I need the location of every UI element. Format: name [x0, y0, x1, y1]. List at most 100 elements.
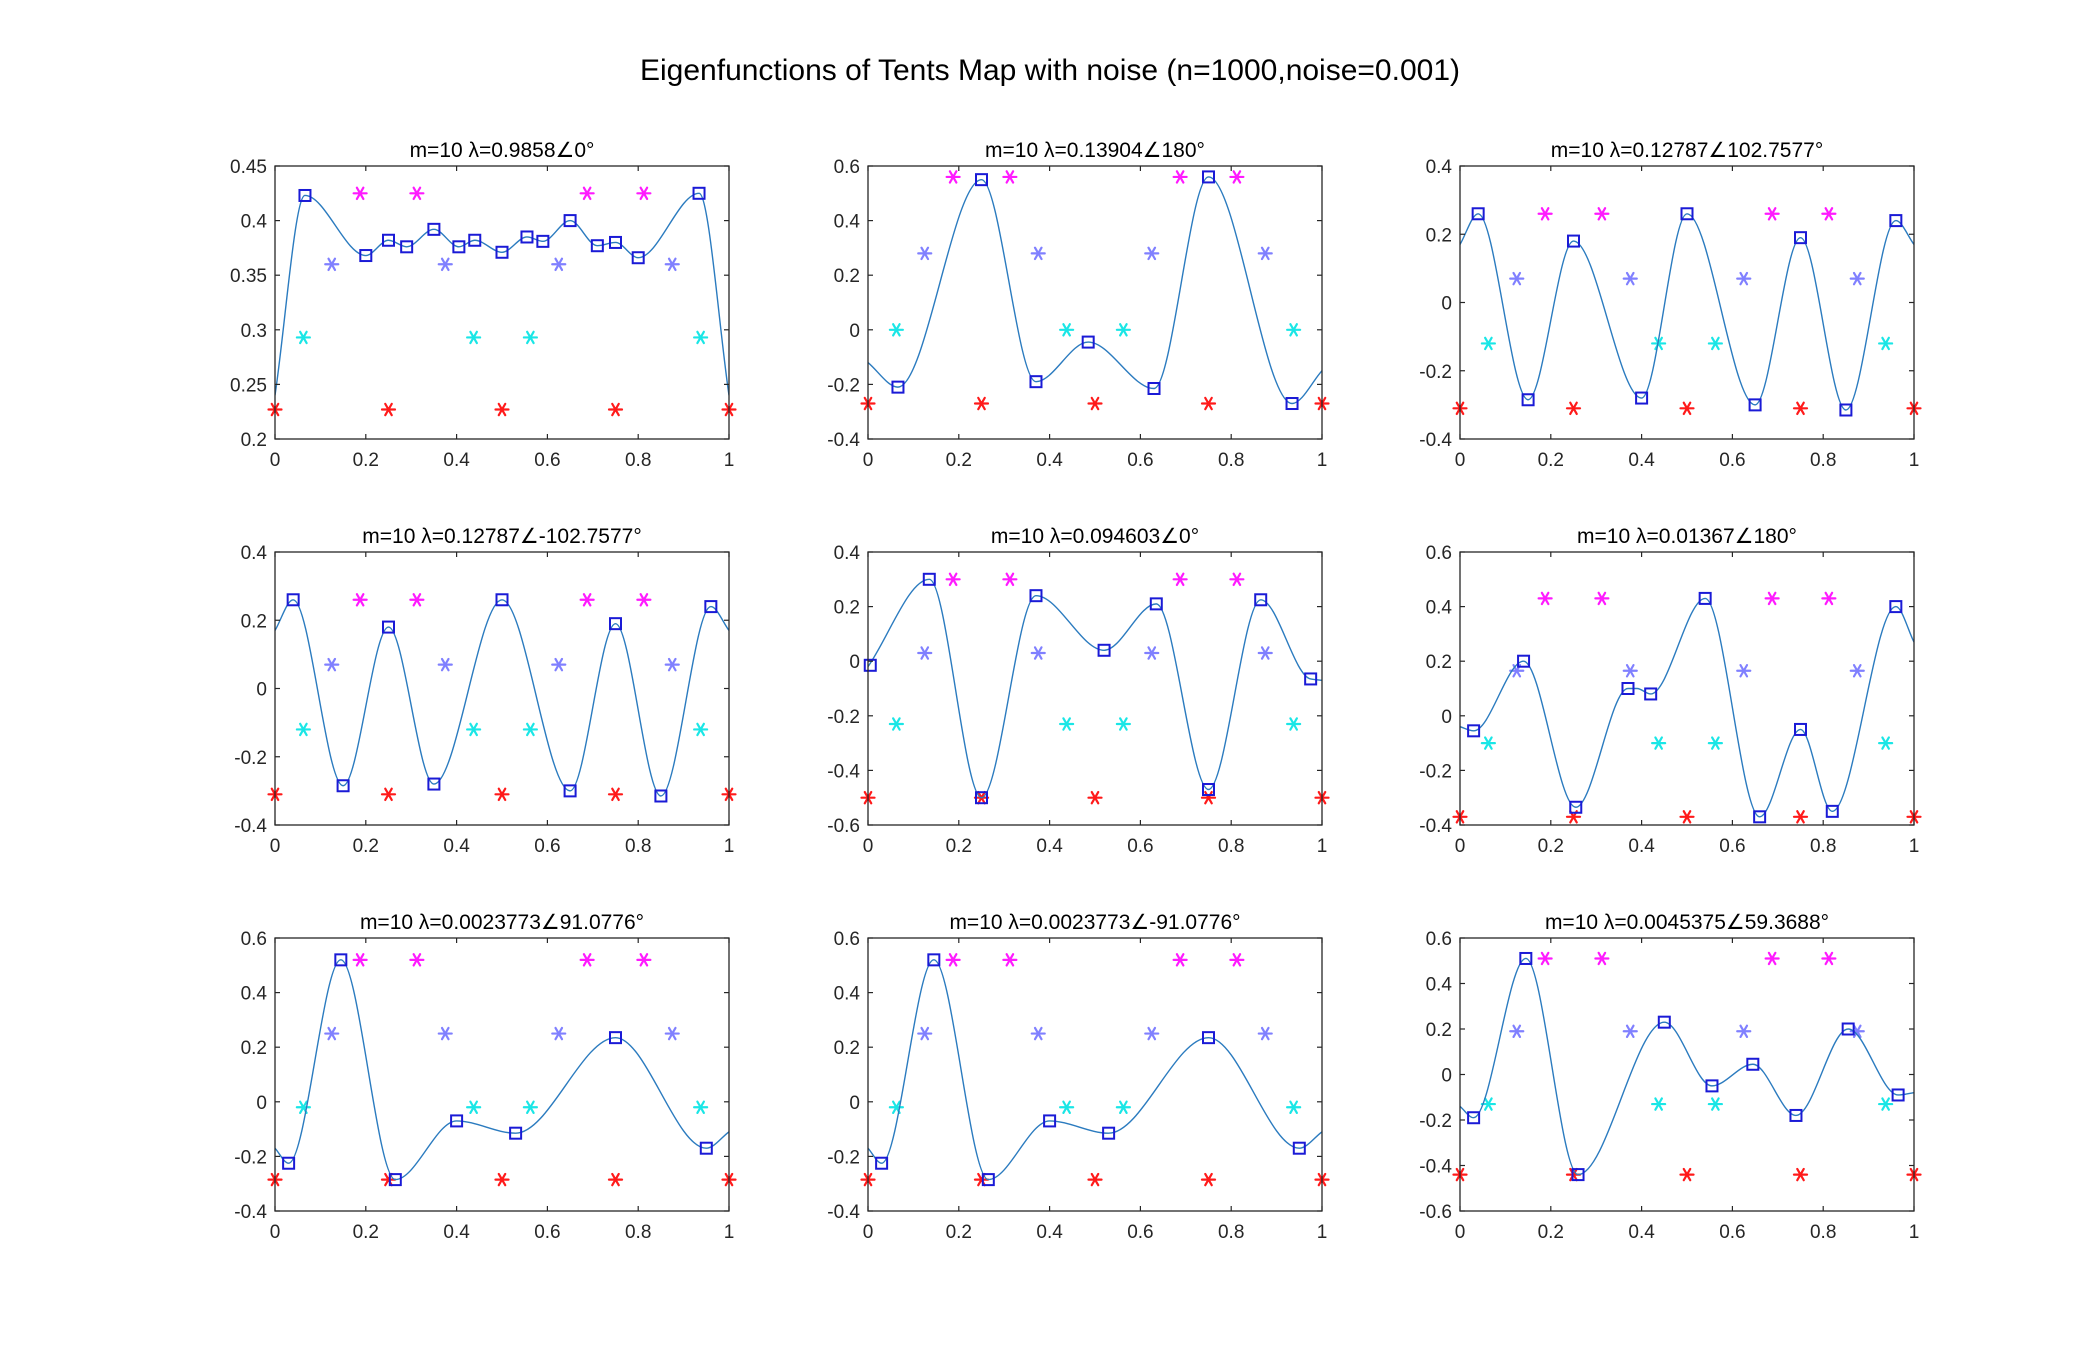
axes-box: [867, 165, 1323, 440]
marker-cyan-2-stroke-3: [1654, 736, 1663, 750]
marker-periwinkle-3: [551, 257, 567, 272]
x-tick-label: 1: [724, 836, 735, 857]
x-tick-label: 1: [1909, 450, 1920, 471]
y-tick-label: 0: [1441, 294, 1452, 315]
marker-periwinkle-2: [437, 257, 453, 272]
square-point-12: [590, 239, 604, 253]
marker-cyan-2-stroke-3: [469, 722, 478, 737]
square-point-10: [536, 234, 550, 248]
marker-cyan-2: [1059, 717, 1075, 731]
marker-cyan-1: [1480, 736, 1496, 750]
marker-periwinkle-3: [1144, 1026, 1160, 1041]
marker-magenta-3: [1172, 572, 1188, 587]
marker-periwinkle-3: [1736, 664, 1752, 678]
marker-periwinkle-4-stroke-3: [1260, 1026, 1270, 1041]
subplot-title: m=10 λ=0.0023773∠91.0776°: [360, 911, 644, 934]
x-tick-label: 0.8: [1218, 836, 1244, 857]
marker-red-3: [1087, 396, 1103, 411]
marker-magenta-4-stroke-3: [639, 593, 649, 607]
square-point-5: [1680, 207, 1694, 221]
marker-cyan-1-stroke-3: [892, 1100, 901, 1114]
marker-red-3-stroke-3: [497, 787, 507, 802]
marker-magenta-1: [945, 953, 961, 967]
x-tick-label: 0.4: [1036, 836, 1063, 857]
marker-magenta-3-stroke-3: [582, 593, 592, 607]
axes-box: [274, 165, 730, 440]
marker-magenta-2: [1002, 953, 1018, 967]
square-point-7: [1753, 810, 1767, 824]
x-tick-label: 0.6: [1719, 836, 1745, 857]
x-tick-label: 0.6: [534, 1222, 560, 1243]
y-tick-label: 0.4: [834, 984, 861, 1005]
subplot-3: 0 0.2 0.4 0.6 0.8 1 -0.4 -0.2 0 0.2 0.4 m=10 λ=0.12…: [1419, 139, 1922, 471]
marker-cyan-2: [466, 722, 482, 737]
square-point-9: [704, 600, 718, 614]
square-point-5: [509, 1126, 523, 1140]
square-point-9: [1891, 1088, 1905, 1102]
y-tick-label: 0.4: [241, 543, 268, 564]
square-point-9: [1825, 804, 1839, 818]
y-tick-label: 0.2: [1426, 225, 1452, 246]
marker-periwinkle-1-stroke-3: [920, 1026, 930, 1041]
marker-cyan-3-stroke-3: [1711, 736, 1720, 750]
marker-periwinkle-3-stroke-3: [1739, 1024, 1749, 1039]
eigenfunction-curve: [1460, 597, 1914, 818]
x-tick-label: 0.8: [1810, 836, 1836, 857]
square-point-7: [1285, 397, 1299, 411]
marker-cyan-4: [1286, 1100, 1302, 1114]
marker-red-3: [1087, 1172, 1103, 1187]
marker-cyan-1-stroke-3: [1484, 1097, 1493, 1111]
marker-red-4-stroke-3: [1796, 401, 1805, 416]
y-tick-label: -0.2: [827, 375, 860, 396]
marker-cyan-4-stroke-3: [1881, 736, 1890, 750]
marker-magenta-1-stroke-3: [948, 953, 958, 967]
marker-periwinkle-1-stroke-3: [327, 257, 337, 272]
marker-periwinkle-2: [1622, 1024, 1638, 1039]
marker-cyan-4-stroke-3: [1289, 323, 1298, 337]
marker-red-3: [1679, 810, 1695, 824]
axes-box: [867, 937, 1323, 1212]
marker-periwinkle-3: [551, 1026, 567, 1041]
y-tick-label: 0.2: [834, 266, 860, 287]
square-point-6: [1202, 170, 1215, 184]
eigenfunction-curve: [275, 599, 729, 797]
marker-cyan-3: [522, 330, 538, 345]
marker-periwinkle-2: [1622, 271, 1638, 286]
marker-magenta-4: [1821, 207, 1837, 221]
square-point-3: [1567, 234, 1580, 248]
marker-cyan-4: [1878, 1097, 1894, 1111]
marker-magenta-4: [636, 186, 652, 201]
marker-cyan-3-stroke-3: [526, 1100, 535, 1114]
square-point-10: [1889, 600, 1903, 614]
marker-red-4-stroke-3: [611, 402, 620, 417]
marker-red-3-stroke-3: [1682, 1167, 1692, 1182]
marker-cyan-2: [466, 1100, 482, 1114]
square-point-7: [1202, 783, 1215, 797]
x-tick-label: 0.2: [946, 836, 972, 857]
square-point-2: [1519, 951, 1533, 965]
x-tick-label: 1: [724, 1222, 735, 1243]
marker-cyan-4-stroke-3: [1881, 336, 1890, 351]
marker-magenta-3-stroke-3: [1767, 591, 1777, 606]
plot-area: [1460, 166, 1914, 439]
square-point-13: [609, 235, 622, 249]
marker-magenta-3-stroke-3: [1175, 572, 1185, 587]
x-tick-label: 0.4: [1036, 450, 1063, 471]
marker-cyan-1-stroke-3: [299, 722, 308, 737]
square-point-8: [1839, 403, 1853, 417]
x-tick-label: 1: [1909, 836, 1920, 857]
y-tick-label: 0.4: [241, 984, 268, 1005]
y-tick-label: -0.4: [827, 430, 860, 451]
marker-red-2-stroke-3: [977, 396, 986, 411]
marker-magenta-1-stroke-3: [1540, 591, 1550, 606]
square-point-3: [981, 1173, 995, 1187]
marker-red-3: [494, 787, 510, 802]
marker-red-2-stroke-3: [1569, 401, 1578, 416]
square-point-2: [336, 779, 350, 793]
marker-red-2: [1565, 401, 1582, 416]
square-point-1: [1471, 207, 1485, 221]
marker-magenta-3-stroke-3: [1175, 170, 1185, 184]
marker-red-4: [1200, 790, 1217, 805]
x-tick-label: 0.8: [625, 836, 651, 857]
square-point-5: [1644, 687, 1658, 701]
